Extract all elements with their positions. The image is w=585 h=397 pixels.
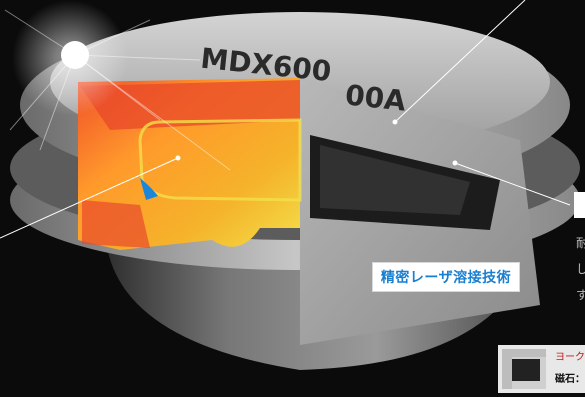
callout-dot-3 <box>452 160 458 166</box>
right-text-line-1: 耐 <box>576 236 585 250</box>
lens-flare-core <box>61 41 89 69</box>
lens-flare-rays <box>4 9 231 171</box>
right-text-line-3: す <box>576 288 585 302</box>
inset-title: ヨーク <box>555 352 585 363</box>
callout-leader-lines <box>0 0 571 239</box>
yoke-inset-diagram <box>498 345 585 393</box>
engraving-line2: 00A <box>344 78 408 117</box>
yoke-inset-shape <box>502 349 546 389</box>
laser-welding-label: 精密レーザ溶接技術 <box>372 262 520 292</box>
laser-welding-label-text: 精密レーザ溶接技術 <box>380 270 512 286</box>
right-text-line-2: し <box>576 262 585 276</box>
right-label-marker <box>574 192 585 218</box>
heatmap-lower-left <box>82 200 150 248</box>
heatmap-hot-zone <box>80 80 300 130</box>
callout-dot-1 <box>392 119 398 125</box>
magnet-core-texture <box>320 145 470 215</box>
inset-sub: 磁石： <box>555 374 585 385</box>
heatmap-cool-spot <box>140 178 158 200</box>
callout-dot-2 <box>175 155 181 161</box>
